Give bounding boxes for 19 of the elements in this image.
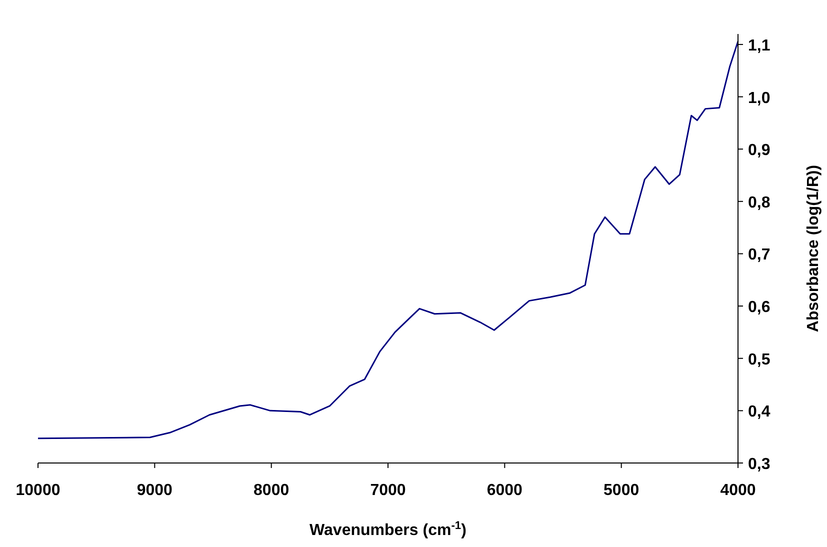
y-tick-label: 0,3 (748, 456, 770, 473)
x-tick-label: 5000 (604, 482, 640, 499)
y-tick-label: 1,0 (748, 90, 770, 107)
y-tick-label: 0,8 (748, 194, 770, 212)
y-tick-label: 0,9 (748, 142, 770, 160)
line-series (37, 40, 739, 440)
x-axis-title: Wavenumbers (cm$^{-1}$) (310, 520, 466, 539)
y-tick-label: 0,7 (748, 246, 770, 264)
y-tick-label: 0,4 (748, 404, 770, 421)
x-tick-label: 9000 (136, 482, 173, 499)
y-axis-title: Absorbance (log(1/R)) (805, 164, 822, 332)
y-tick-label: 0,5 (748, 351, 770, 368)
y-tick-label: 0,6 (748, 299, 770, 316)
x-tick-label: 6000 (486, 482, 523, 499)
y-tick-label: 1,1 (748, 37, 770, 54)
x-tick-label: 8000 (254, 482, 290, 499)
x-tick-label: 10000 (16, 482, 60, 499)
x-tick-label: 7000 (370, 482, 406, 499)
x-tick-label: 4000 (720, 482, 756, 499)
